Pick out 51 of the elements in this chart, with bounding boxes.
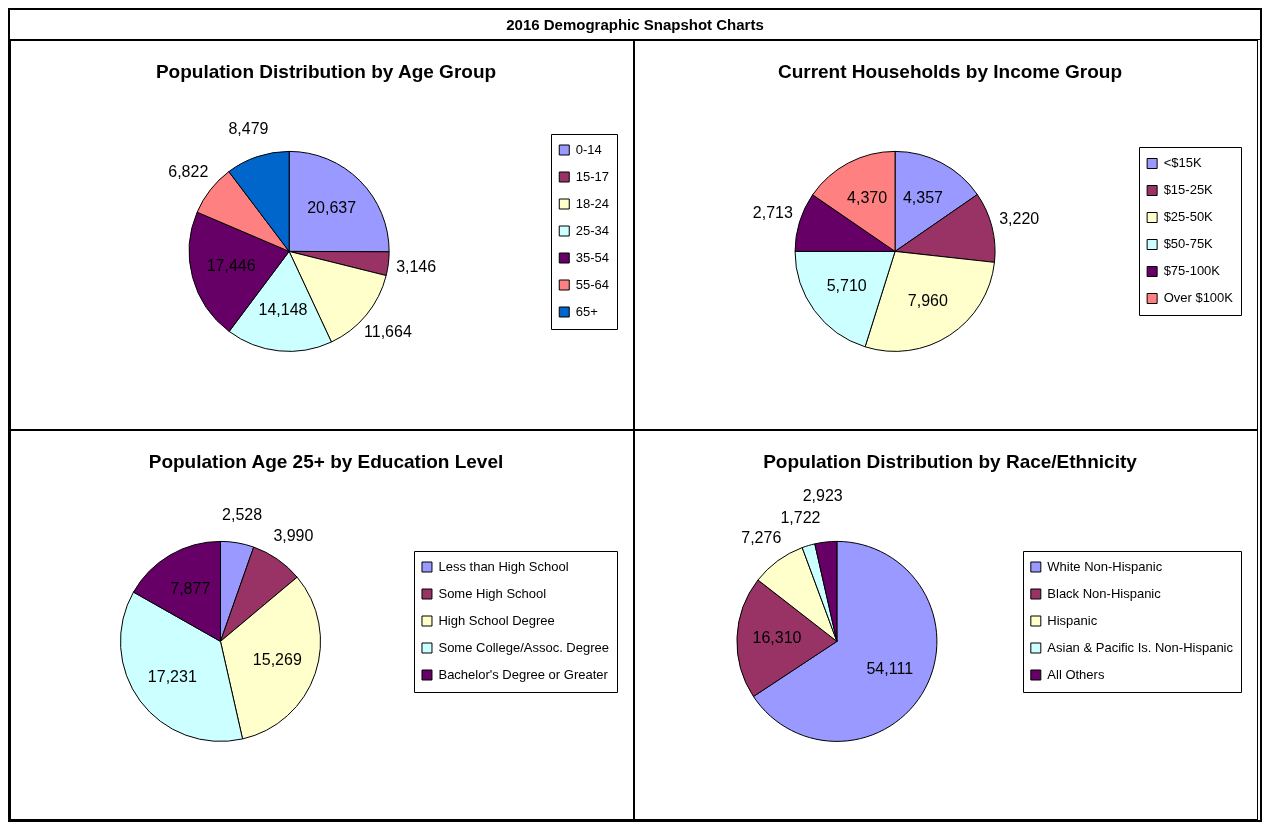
data-label: 3,990 xyxy=(273,526,314,544)
chart-title: Population Age 25+ by Education Level xyxy=(148,450,504,472)
legend-label: High School Degree xyxy=(438,612,555,628)
data-label: 2,713 xyxy=(752,203,793,221)
legend-label: 18-24 xyxy=(575,195,609,211)
text: 2016 Demographic Snapshot Charts xyxy=(10,10,1260,40)
legend-label: White Non-Hispanic xyxy=(1047,558,1163,574)
data-label: 4,370 xyxy=(847,188,888,206)
legend-label: Over $100K xyxy=(1163,290,1234,306)
data-label: 54,111 xyxy=(866,660,914,678)
data-label: 14,148 xyxy=(258,301,308,319)
legend-label: Hispanic xyxy=(1047,612,1098,628)
data-label: 8,479 xyxy=(228,120,269,138)
legend-label: 0-14 xyxy=(575,141,602,157)
data-label: 1,722 xyxy=(780,509,821,527)
data-label: 7,276 xyxy=(741,528,782,546)
legend-label: Bachelor's Degree or Greater xyxy=(438,666,609,682)
legend-label: 15-17 xyxy=(575,168,609,184)
legend-label: Some High School xyxy=(438,585,547,601)
chart-title: Population Distribution by Age Group xyxy=(155,60,497,82)
legend-label: Black Non-Hispanic xyxy=(1047,585,1162,601)
data-label: 4,357 xyxy=(902,188,944,206)
legend-label: 35-54 xyxy=(575,249,609,265)
data-label: 16,310 xyxy=(752,629,802,647)
legend-label: Asian & Pacific Is. Non-Hispanic xyxy=(1047,639,1234,655)
legend-label: Some College/Assoc. Degree xyxy=(438,639,609,655)
data-label: 15,269 xyxy=(252,650,302,668)
data-label: 2,528 xyxy=(222,505,263,523)
legend-label: 55-64 xyxy=(575,276,609,292)
legend-label: $15-25K xyxy=(1163,182,1214,198)
legend-label: $75-100K xyxy=(1163,263,1221,279)
data-label: 7,877 xyxy=(170,579,211,597)
legend-label: 65+ xyxy=(575,303,598,319)
data-label: 7,960 xyxy=(907,292,948,310)
legend-label: All Others xyxy=(1047,666,1105,682)
legend-label: $50-75K xyxy=(1163,236,1214,252)
data-label: 20,637 xyxy=(307,199,357,217)
data-label: 2,923 xyxy=(802,486,843,504)
chart-title: Current Households by Income Group xyxy=(777,60,1123,82)
data-label: 11,664 xyxy=(364,323,412,341)
legend-label: <$15K xyxy=(1163,155,1202,171)
data-label: 3,220 xyxy=(999,210,1040,228)
legend-label: Less than High School xyxy=(438,558,569,574)
data-label: 17,446 xyxy=(206,257,256,275)
data-label: 3,146 xyxy=(396,257,437,275)
data-label: 6,822 xyxy=(168,162,209,180)
legend-label: $25-50K xyxy=(1163,209,1214,225)
chart-title: Population Distribution by Race/Ethnicity xyxy=(763,450,1138,472)
data-label: 17,231 xyxy=(147,667,197,685)
data-label: 5,710 xyxy=(826,277,867,295)
legend-label: 25-34 xyxy=(575,222,609,238)
